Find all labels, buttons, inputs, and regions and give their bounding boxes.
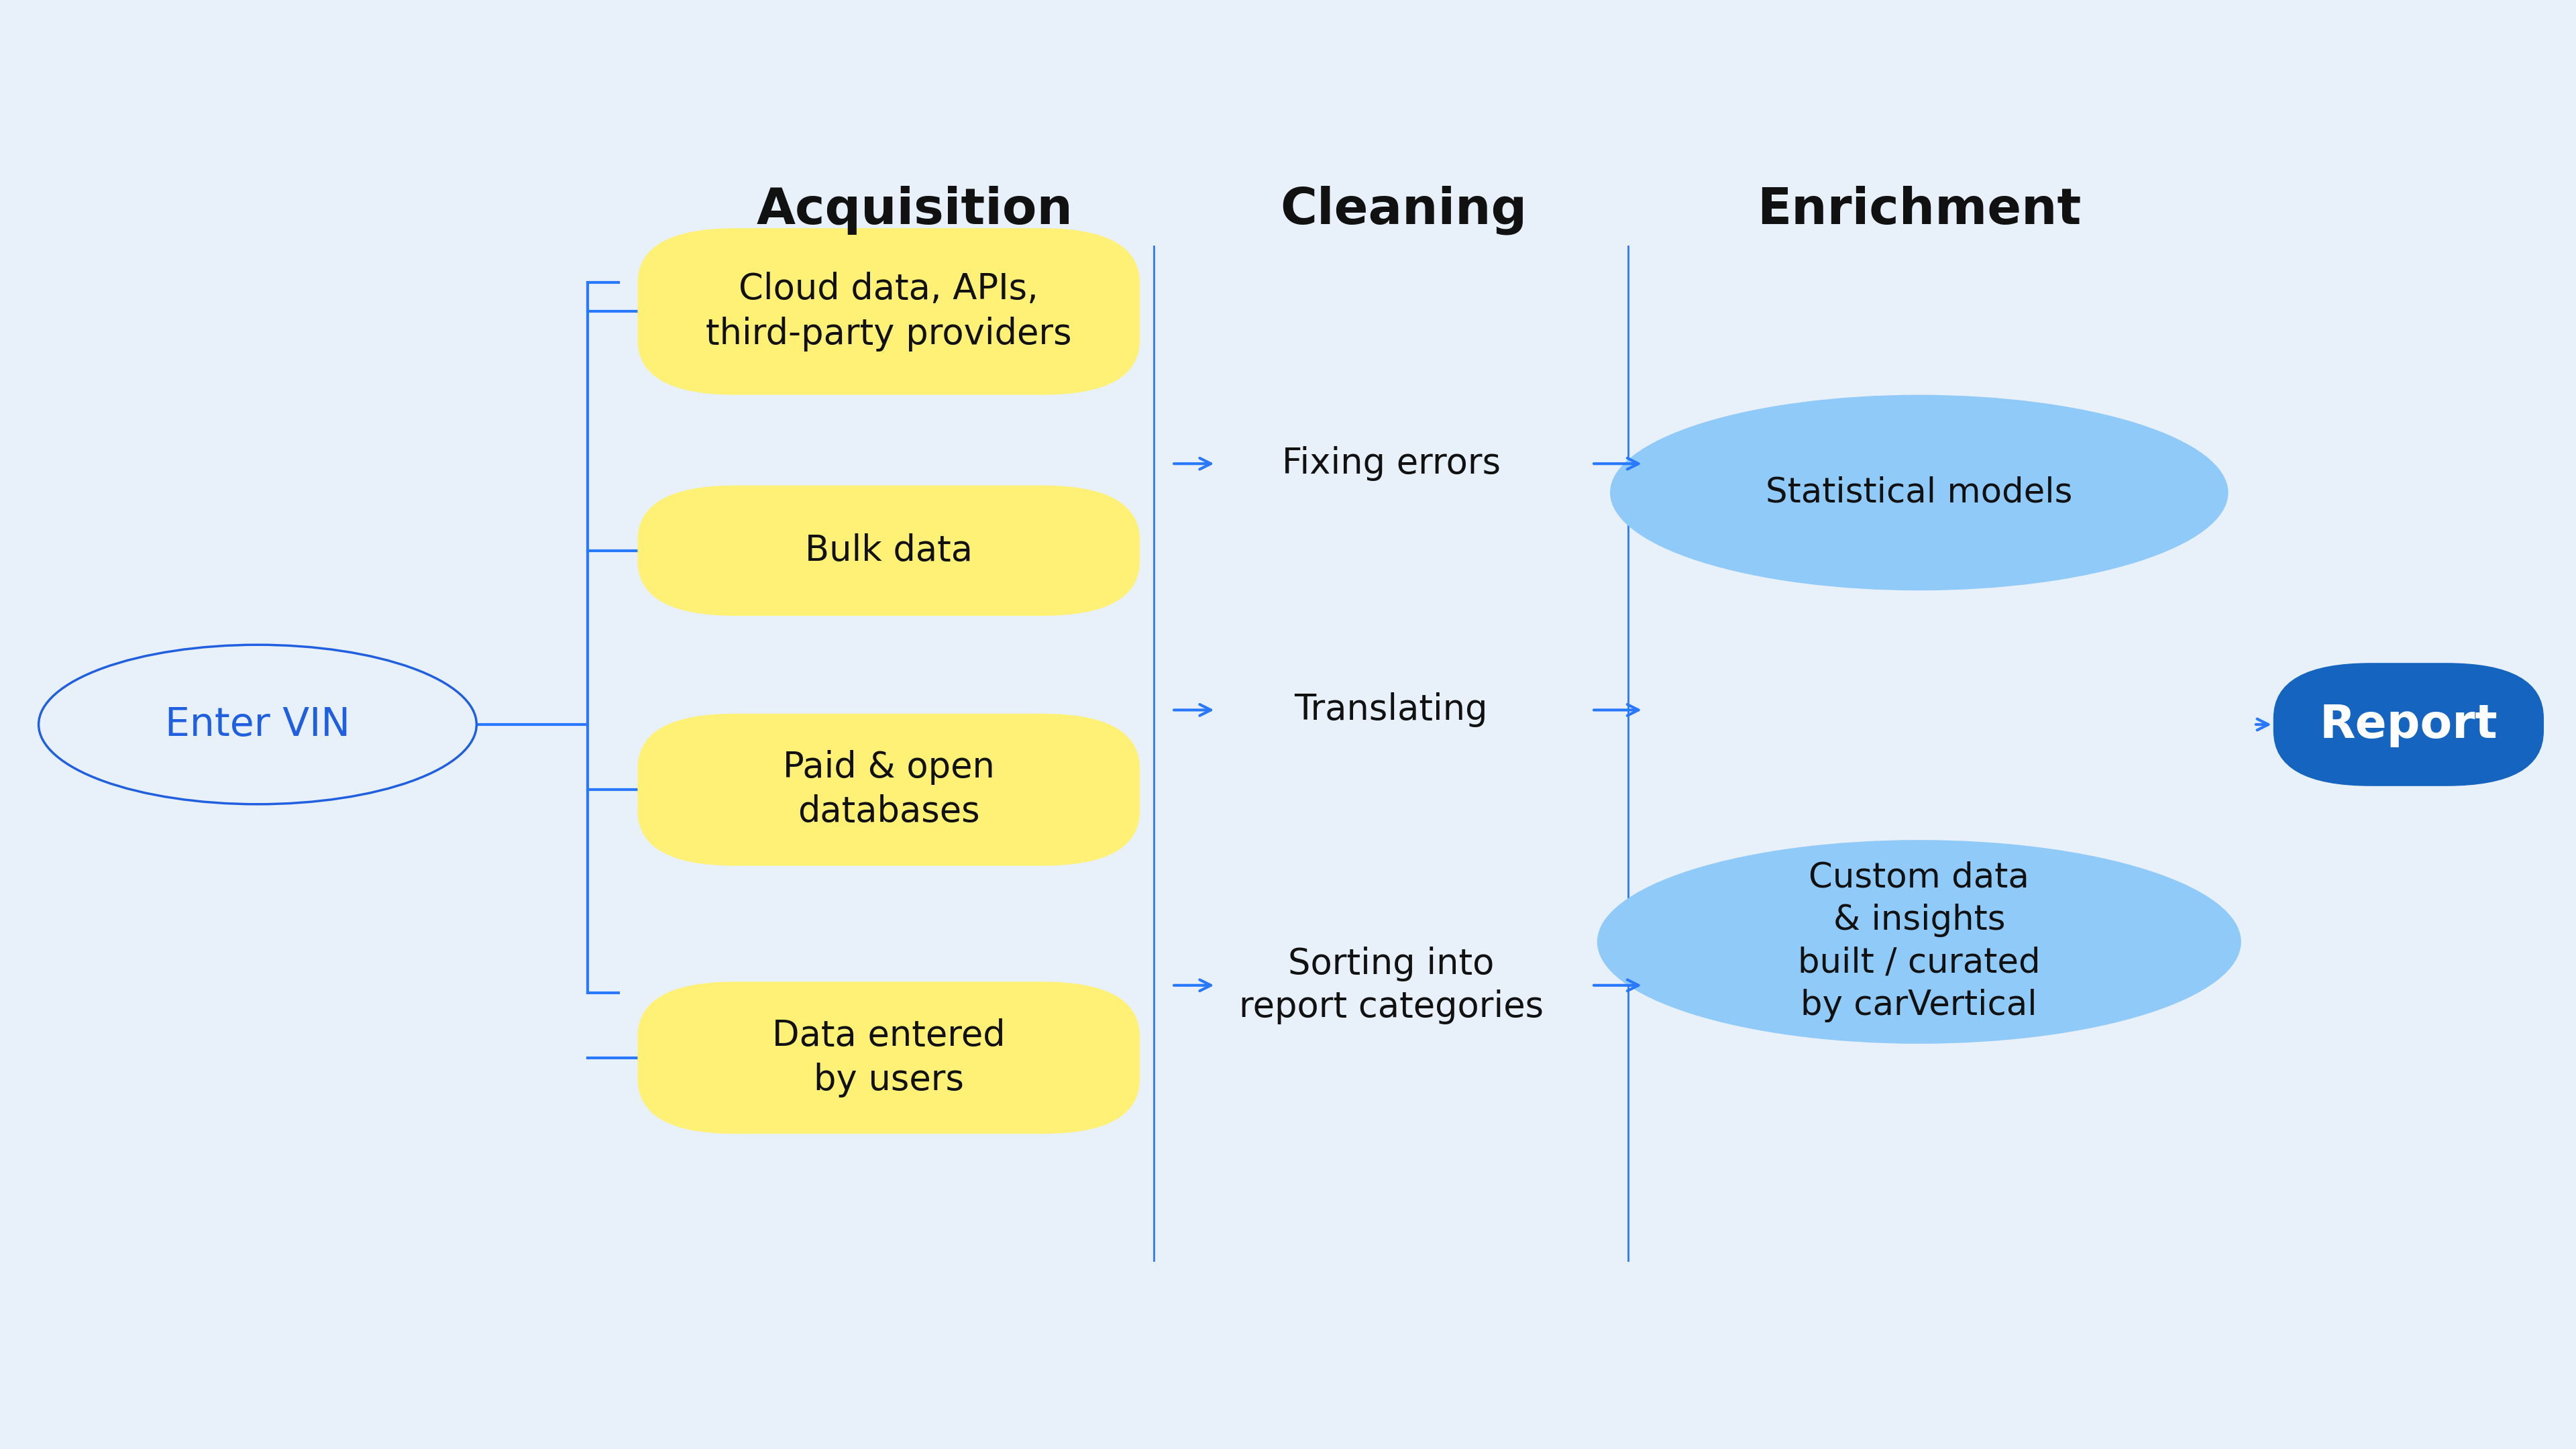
FancyBboxPatch shape bbox=[636, 485, 1139, 616]
Text: Enter VIN: Enter VIN bbox=[165, 706, 350, 743]
Text: Bulk data: Bulk data bbox=[804, 533, 974, 568]
Text: Sorting into
report categories: Sorting into report categories bbox=[1239, 946, 1543, 1024]
Text: Cloud data, APIs,
third-party providers: Cloud data, APIs, third-party providers bbox=[706, 272, 1072, 351]
Ellipse shape bbox=[1610, 394, 2228, 590]
Text: Custom data
& insights
built / curated
by carVertical: Custom data & insights built / curated b… bbox=[1798, 861, 2040, 1023]
Text: Paid & open
databases: Paid & open databases bbox=[783, 751, 994, 829]
Text: Enrichment: Enrichment bbox=[1757, 185, 2081, 235]
Text: Translating: Translating bbox=[1293, 693, 1489, 727]
Text: Statistical models: Statistical models bbox=[1765, 475, 2074, 510]
FancyBboxPatch shape bbox=[636, 713, 1139, 865]
FancyBboxPatch shape bbox=[636, 982, 1139, 1133]
Ellipse shape bbox=[39, 645, 477, 804]
Text: Acquisition: Acquisition bbox=[757, 185, 1072, 235]
Text: Data entered
by users: Data entered by users bbox=[773, 1019, 1005, 1097]
FancyBboxPatch shape bbox=[2275, 664, 2543, 785]
Text: Cleaning: Cleaning bbox=[1280, 185, 1528, 235]
Text: Report: Report bbox=[2318, 701, 2499, 748]
FancyBboxPatch shape bbox=[636, 227, 1139, 394]
Ellipse shape bbox=[1597, 840, 2241, 1043]
Text: Fixing errors: Fixing errors bbox=[1283, 446, 1499, 481]
